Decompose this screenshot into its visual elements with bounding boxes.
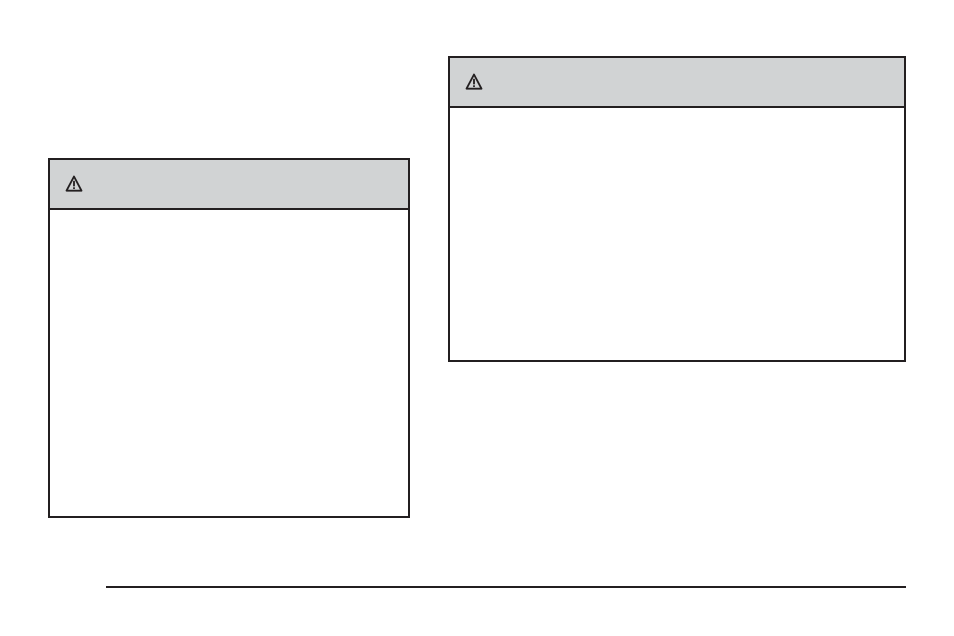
warning-icon <box>464 72 484 92</box>
warning-panel-right-header <box>448 56 906 108</box>
footer-divider <box>106 586 906 588</box>
warning-panel-left-body <box>48 210 410 518</box>
warning-icon-svg <box>64 174 84 194</box>
warning-panel-left <box>48 158 410 518</box>
warning-icon-svg <box>464 72 484 92</box>
warning-panel-right <box>448 56 906 362</box>
warning-panel-right-body <box>448 108 906 362</box>
warning-panel-left-header <box>48 158 410 210</box>
warning-icon <box>64 174 84 194</box>
